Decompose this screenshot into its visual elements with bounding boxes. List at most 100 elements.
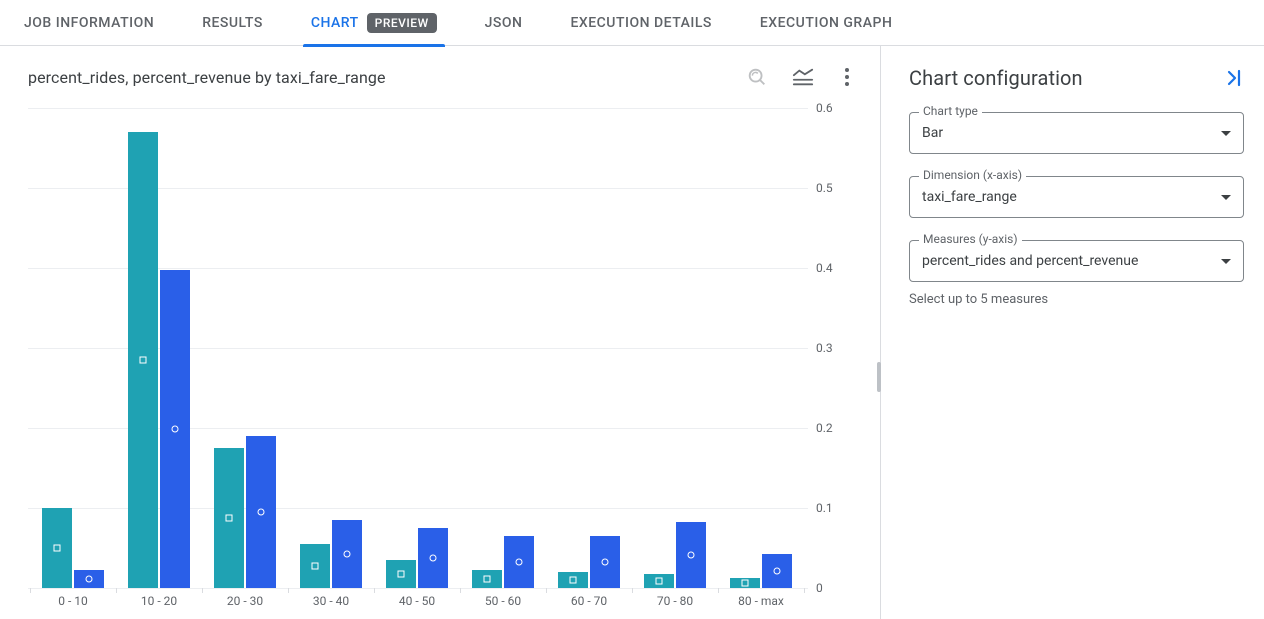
bar-percent_revenue[interactable] [332,520,362,588]
tab-execution-graph[interactable]: EXECUTION GRAPH [760,0,893,46]
y-axis-label: 0.4 [816,261,833,275]
y-axis-label: 0.6 [816,101,833,115]
chevron-down-icon [1221,195,1231,200]
circle-marker [516,559,523,566]
field-dimension: Dimension (x-axis) taxi_fare_range [909,176,1244,218]
circle-marker [258,509,265,516]
x-axis-label: 0 - 10 [58,594,88,608]
x-axis-label: 60 - 70 [571,594,607,608]
tab-label: EXECUTION GRAPH [760,15,893,31]
bar-percent_rides[interactable] [386,560,416,588]
x-tick [460,588,461,593]
x-axis-label: 40 - 50 [399,594,435,608]
square-marker [398,571,405,578]
bar-percent_revenue[interactable] [160,270,190,588]
field-value: taxi_fare_range [922,189,1017,205]
field-chart-type: Chart type Bar [909,112,1244,154]
tab-label: JSON [485,15,523,31]
bar-percent_rides[interactable] [644,574,674,588]
bar-percent_revenue[interactable] [74,570,104,588]
tab-label: CHART [311,15,359,31]
square-marker [312,563,319,570]
square-marker [140,357,147,364]
circle-marker [774,568,781,575]
square-marker [742,580,749,587]
x-tick [116,588,117,593]
x-axis-label: 30 - 40 [313,594,349,608]
field-value: Bar [922,125,943,141]
bar-percent_revenue[interactable] [504,536,534,588]
circle-marker [344,551,351,558]
chart-type-select[interactable]: Bar [909,112,1244,154]
tab-execution-details[interactable]: EXECUTION DETAILS [571,0,712,46]
x-tick [202,588,203,593]
bar-percent_rides[interactable] [300,544,330,588]
bar-percent_rides[interactable] [128,132,158,588]
dimension-select[interactable]: taxi_fare_range [909,176,1244,218]
field-label: Chart type [919,104,982,118]
content-row: percent_rides, percent_revenue by taxi_f… [0,46,1264,619]
bar-percent_revenue[interactable] [762,554,792,588]
x-axis-label: 10 - 20 [141,594,177,608]
config-pane: Chart configuration Chart type Bar Dimen… [880,46,1264,619]
x-axis-label: 70 - 80 [657,594,693,608]
chart-pane: percent_rides, percent_revenue by taxi_f… [0,46,880,619]
x-tick [804,588,805,593]
field-measures: Measures (y-axis) percent_rides and perc… [909,240,1244,282]
x-tick [546,588,547,593]
bar-percent_rides[interactable] [214,448,244,588]
more-vert-icon[interactable] [838,66,856,88]
circle-marker [172,425,179,432]
legend-toggle-icon[interactable] [792,67,814,87]
gridline [28,108,808,109]
chart-header: percent_rides, percent_revenue by taxi_f… [28,66,856,88]
circle-marker [430,555,437,562]
field-label: Dimension (x-axis) [919,168,1026,182]
square-marker [484,576,491,583]
collapse-panel-icon[interactable] [1224,68,1244,88]
bar-percent_rides[interactable] [42,508,72,588]
field-label: Measures (y-axis) [919,232,1022,246]
split-handle[interactable] [877,362,881,392]
tab-label: EXECUTION DETAILS [571,15,712,31]
bar-percent_rides[interactable] [558,572,588,588]
bar-percent_revenue[interactable] [590,536,620,588]
bar-percent_revenue[interactable] [246,436,276,588]
config-title: Chart configuration [909,66,1083,90]
y-axis-label: 0.1 [816,501,833,515]
square-marker [226,515,233,522]
bar-percent_revenue[interactable] [676,522,706,588]
bar-percent_rides[interactable] [730,578,760,588]
x-axis-label: 50 - 60 [485,594,521,608]
chart-area: 00.10.20.30.40.50.60 - 1010 - 2020 - 303… [28,108,836,598]
chart-title: percent_rides, percent_revenue by taxi_f… [28,68,386,87]
x-tick [288,588,289,593]
y-axis-label: 0 [816,581,823,595]
circle-marker [86,576,93,583]
y-axis-label: 0.3 [816,341,833,355]
chart-tools [746,66,856,88]
y-axis-label: 0.5 [816,181,833,195]
chart-plot[interactable]: 00.10.20.30.40.50.60 - 1010 - 2020 - 303… [28,108,808,588]
tab-job-information[interactable]: JOB INFORMATION [24,0,154,46]
zoom-reset-icon[interactable] [746,66,768,88]
tab-results[interactable]: RESULTS [202,0,263,46]
measures-select[interactable]: percent_rides and percent_revenue [909,240,1244,282]
x-tick [30,588,31,593]
config-title-row: Chart configuration [909,66,1244,90]
x-tick [632,588,633,593]
measures-hint: Select up to 5 measures [909,292,1244,307]
chevron-down-icon [1221,131,1231,136]
bar-percent_revenue[interactable] [418,528,448,588]
chevron-down-icon [1221,259,1231,264]
y-axis-label: 0.2 [816,421,833,435]
tab-chart[interactable]: CHART PREVIEW [311,0,437,46]
tab-label: RESULTS [202,15,263,31]
x-axis-label: 80 - max [738,594,784,608]
tabs-bar: JOB INFORMATION RESULTS CHART PREVIEW JS… [0,0,1264,46]
x-tick [718,588,719,593]
circle-marker [688,552,695,559]
bar-percent_rides[interactable] [472,570,502,588]
square-marker [570,577,577,584]
tab-json[interactable]: JSON [485,0,523,46]
